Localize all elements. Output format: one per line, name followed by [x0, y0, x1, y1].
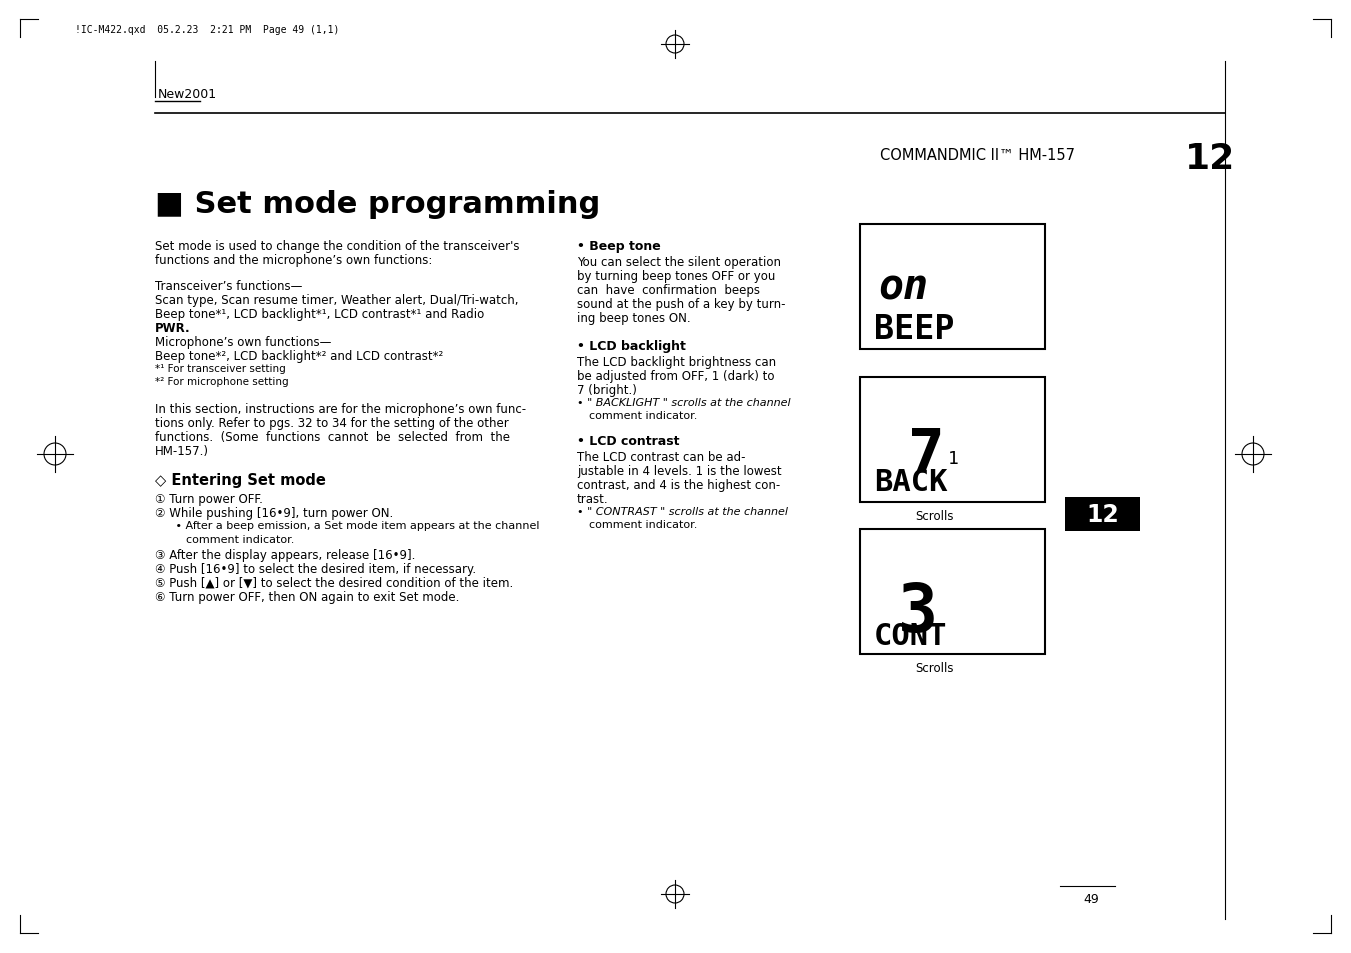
- Text: ① Turn power OFF.: ① Turn power OFF.: [155, 493, 263, 505]
- Text: 1: 1: [948, 450, 959, 468]
- Text: *² For microphone setting: *² For microphone setting: [155, 376, 289, 387]
- Text: contrast, and 4 is the highest con-: contrast, and 4 is the highest con-: [577, 478, 781, 492]
- Text: 7: 7: [908, 426, 944, 484]
- Text: BEEP: BEEP: [874, 313, 955, 346]
- Text: ② While pushing [16•9], turn power ON.: ② While pushing [16•9], turn power ON.: [155, 506, 393, 519]
- Text: be adjusted from OFF, 1 (dark) to: be adjusted from OFF, 1 (dark) to: [577, 370, 774, 382]
- Text: Microphone’s own functions—: Microphone’s own functions—: [155, 335, 331, 349]
- Text: • " CONTRAST " scrolls at the channel: • " CONTRAST " scrolls at the channel: [577, 506, 788, 517]
- Text: Transceiver’s functions—: Transceiver’s functions—: [155, 280, 303, 293]
- Text: ⑤ Push [▲] or [▼] to select the desired condition of the item.: ⑤ Push [▲] or [▼] to select the desired …: [155, 577, 513, 589]
- Text: ⑥ Turn power OFF, then ON again to exit Set mode.: ⑥ Turn power OFF, then ON again to exit …: [155, 590, 459, 603]
- Text: ④ Push [16•9] to select the desired item, if necessary.: ④ Push [16•9] to select the desired item…: [155, 562, 476, 576]
- Text: 3: 3: [898, 579, 938, 645]
- Text: tions only. Refer to pgs. 32 to 34 for the setting of the other: tions only. Refer to pgs. 32 to 34 for t…: [155, 416, 509, 430]
- Text: functions.  (Some  functions  cannot  be  selected  from  the: functions. (Some functions cannot be sel…: [155, 431, 509, 443]
- Text: The LCD backlight brightness can: The LCD backlight brightness can: [577, 355, 775, 369]
- Text: New2001: New2001: [158, 88, 218, 101]
- Text: Set mode is used to change the condition of the transceiver's: Set mode is used to change the condition…: [155, 240, 520, 253]
- Text: Scrolls: Scrolls: [915, 510, 954, 522]
- Text: Beep tone*², LCD backlight*² and LCD contrast*²: Beep tone*², LCD backlight*² and LCD con…: [155, 350, 443, 363]
- Text: 49: 49: [1084, 892, 1098, 905]
- Text: Beep tone*¹, LCD backlight*¹, LCD contrast*¹ and Radio: Beep tone*¹, LCD backlight*¹, LCD contra…: [155, 308, 484, 320]
- Text: ③ After the display appears, release [16•9].: ③ After the display appears, release [16…: [155, 548, 415, 561]
- Text: ing beep tones ON.: ing beep tones ON.: [577, 312, 690, 325]
- Text: • LCD contrast: • LCD contrast: [577, 435, 680, 448]
- Text: • After a beep emission, a Set mode item appears at the channel: • After a beep emission, a Set mode item…: [165, 520, 539, 531]
- Text: ■ Set mode programming: ■ Set mode programming: [155, 190, 600, 219]
- Text: can  have  confirmation  beeps: can have confirmation beeps: [577, 284, 761, 296]
- Text: justable in 4 levels. 1 is the lowest: justable in 4 levels. 1 is the lowest: [577, 464, 782, 477]
- Text: You can select the silent operation: You can select the silent operation: [577, 255, 781, 269]
- FancyBboxPatch shape: [861, 225, 1046, 350]
- Text: on: on: [878, 267, 928, 309]
- Text: Scrolls: Scrolls: [915, 661, 954, 675]
- Text: comment indicator.: comment indicator.: [589, 519, 697, 530]
- Text: In this section, instructions are for the microphone’s own func-: In this section, instructions are for th…: [155, 402, 526, 416]
- Text: • " BACKLIGHT " scrolls at the channel: • " BACKLIGHT " scrolls at the channel: [577, 397, 790, 408]
- Text: functions and the microphone’s own functions:: functions and the microphone’s own funct…: [155, 253, 432, 267]
- Text: trast.: trast.: [577, 493, 608, 505]
- Text: sound at the push of a key by turn-: sound at the push of a key by turn-: [577, 297, 785, 311]
- Text: COMMANDMIC II™ HM-157: COMMANDMIC II™ HM-157: [880, 148, 1075, 163]
- Text: ◇ Entering Set mode: ◇ Entering Set mode: [155, 473, 326, 488]
- Text: PWR.: PWR.: [155, 322, 190, 335]
- Text: • Beep tone: • Beep tone: [577, 240, 661, 253]
- Text: comment indicator.: comment indicator.: [165, 535, 295, 544]
- Text: comment indicator.: comment indicator.: [589, 411, 697, 420]
- Text: BACK: BACK: [874, 468, 947, 497]
- Text: Scan type, Scan resume timer, Weather alert, Dual/Tri-watch,: Scan type, Scan resume timer, Weather al…: [155, 294, 519, 307]
- Text: CONT: CONT: [874, 621, 947, 650]
- Text: !IC-M422.qxd  05.2.23  2:21 PM  Page 49 (1,1): !IC-M422.qxd 05.2.23 2:21 PM Page 49 (1,…: [76, 25, 339, 35]
- Bar: [1065, 497, 1140, 532]
- FancyBboxPatch shape: [861, 530, 1046, 655]
- Text: 12: 12: [1086, 502, 1119, 526]
- Text: by turning beep tones OFF or you: by turning beep tones OFF or you: [577, 270, 775, 283]
- Text: 7 (bright.): 7 (bright.): [577, 384, 636, 396]
- Text: HM-157.): HM-157.): [155, 444, 209, 457]
- Text: The LCD contrast can be ad-: The LCD contrast can be ad-: [577, 451, 746, 463]
- FancyBboxPatch shape: [861, 377, 1046, 502]
- Text: • LCD backlight: • LCD backlight: [577, 339, 686, 353]
- Text: 12: 12: [1185, 142, 1235, 175]
- Text: *¹ For transceiver setting: *¹ For transceiver setting: [155, 364, 286, 374]
